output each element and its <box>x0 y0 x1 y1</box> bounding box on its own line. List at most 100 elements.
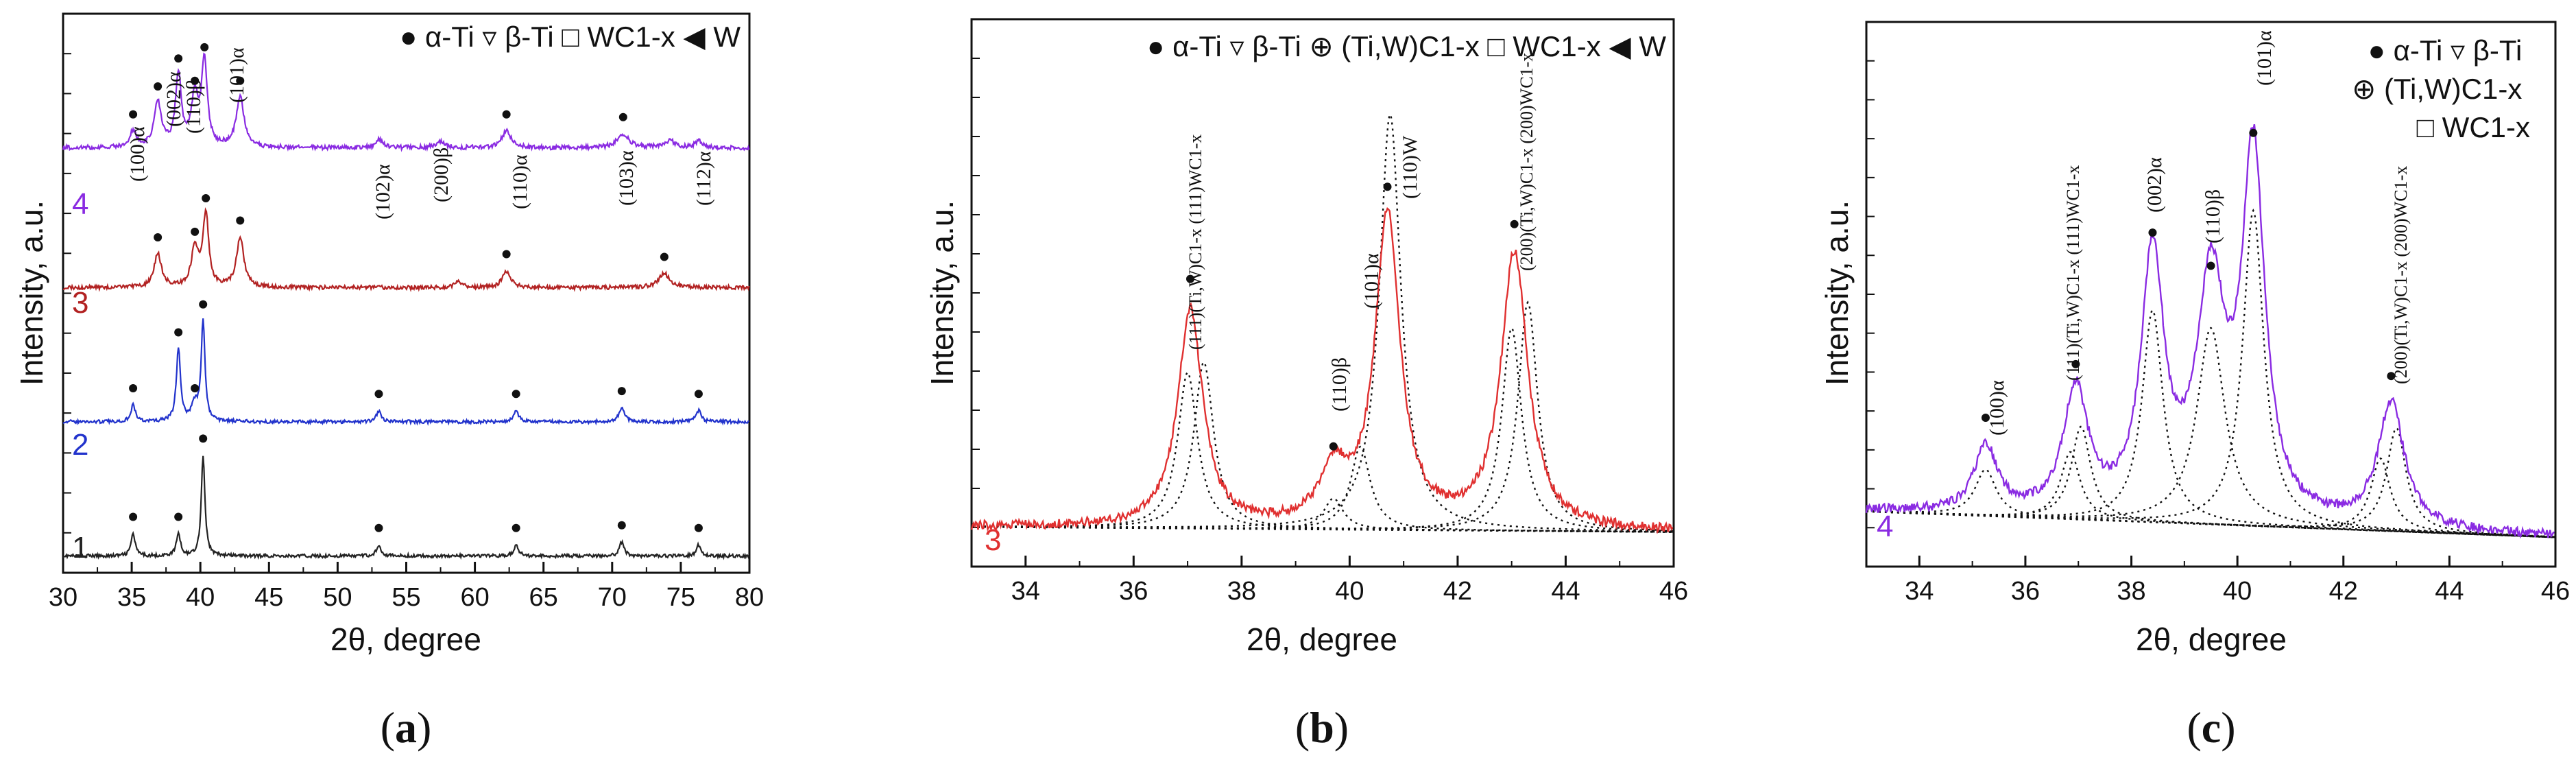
panel-c-series-label-4: 4 <box>1877 510 1893 543</box>
panel-a-x-ticks: 30 35 40 45 50 55 60 65 70 75 80 <box>49 53 764 612</box>
panel-c-annotation-002a: (002)α <box>2143 157 2166 213</box>
panel-a-markers <box>129 43 703 532</box>
panel-a-annotation-200b: (200)β <box>430 147 453 202</box>
panel-a: 30 35 40 45 50 55 60 65 70 75 80 4 3 2 1 ● α-Ti ▿ … <box>14 12 764 752</box>
panel-b-y-axis-title: Intensity, a.u. <box>924 200 960 386</box>
panel-c-annotation-100a: (100)α <box>1986 380 2008 436</box>
panel-c-annotation-101a: (101)α <box>2253 30 2276 86</box>
panel-b-label-letter: b <box>1310 703 1334 752</box>
x-tick-label: 38 <box>1227 577 1256 606</box>
peak-marker <box>236 76 245 85</box>
peak-marker <box>618 112 627 121</box>
x-tick-label: 75 <box>666 583 695 612</box>
panel-b-markers <box>1186 182 1519 451</box>
panel-a-x-axis-title: 2θ, degree <box>330 621 481 657</box>
peak-marker <box>2071 359 2080 368</box>
panel-a-legend: ● α-Ti ▿ β-Ti □ WC1-x ◀ W <box>400 21 741 53</box>
panel-c-label: (c) <box>2187 703 2235 752</box>
x-tick-label: 36 <box>2011 577 2040 606</box>
x-tick-label: 42 <box>1443 577 1472 606</box>
panel-b-x-axis-title: 2θ, degree <box>1247 621 1397 657</box>
panel-a-series-label-2: 2 <box>72 428 88 462</box>
peak-marker <box>202 193 210 202</box>
panel-b: 34 36 38 40 42 44 46 3 ● α-Ti ▿ β-Ti ⊕ (Ti,W)C… <box>924 18 1688 752</box>
panel-b-annotation-110b: (110)β <box>1328 357 1351 412</box>
x-tick-label: 34 <box>1011 577 1040 606</box>
panel-c-y-axis-title: Intensity, a.u. <box>1819 200 1855 386</box>
peak-marker <box>1383 182 1392 191</box>
panel-c-annotation-111: (111)(Ti,W)C1-x (111)WC1-x <box>2063 165 2083 381</box>
panel-a-label-letter: a <box>395 703 417 752</box>
panel-b-series-3-line <box>970 206 1674 534</box>
panel-a-annotation-110b: (110)β <box>182 80 205 134</box>
panel-b-frame <box>970 18 1675 568</box>
panel-b-annotation-111: (111)(Ti,W)C1-x (111)WC1-x <box>1185 134 1205 350</box>
peak-marker <box>2206 261 2215 270</box>
x-tick-label: 34 <box>1905 577 1934 606</box>
fit-component-curve <box>972 114 1673 532</box>
x-tick-label: 46 <box>2541 577 2570 606</box>
panel-c-fit-components <box>1866 209 2556 538</box>
fit-component-curve <box>1866 327 2555 538</box>
fit-baseline <box>971 525 1674 533</box>
x-tick-label: 70 <box>598 583 627 612</box>
peak-marker <box>199 434 208 443</box>
peak-marker <box>617 387 626 396</box>
panel-a-series-label-3: 3 <box>72 286 88 320</box>
fit-baseline <box>1866 510 2556 538</box>
fit-component-curve <box>1866 309 2555 538</box>
panel-a-series-2-line <box>62 318 749 426</box>
panel-b-annotation-200: (200)(Ti,W)C1-x (200)WC1-x <box>1517 53 1537 271</box>
peak-marker <box>2249 128 2258 137</box>
panel-c-label-letter: c <box>2202 703 2221 752</box>
panel-a-label-open: ( <box>381 703 395 752</box>
peak-marker <box>191 384 200 393</box>
x-tick-label: 55 <box>392 583 420 612</box>
fit-component-curve <box>1866 425 2555 538</box>
panel-b-fit-components <box>971 114 1674 533</box>
panel-a-annotation-103a: (103)α <box>615 150 638 206</box>
panel-a-annotation-100a: (100)α <box>126 126 149 182</box>
panel-b-annotation-110w: (110)W <box>1399 135 1421 199</box>
x-tick-label: 36 <box>1119 577 1148 606</box>
panel-c-markers <box>1981 128 2396 422</box>
panel-a-annotation-112a: (112)α <box>693 151 715 206</box>
fit-component-curve <box>971 300 1673 532</box>
x-tick-label: 65 <box>529 583 558 612</box>
peak-marker <box>174 328 183 337</box>
panel-b-x-ticks: 34 36 38 40 42 44 46 <box>972 58 1688 606</box>
x-tick-label: 44 <box>1551 577 1580 606</box>
panel-a-annotation-110a: (110)α <box>509 154 531 209</box>
peak-marker <box>191 76 200 85</box>
x-tick-label: 60 <box>460 583 489 612</box>
x-tick-label: 38 <box>2117 577 2145 606</box>
panel-c-annotation-200: (200)(Ti,W)C1-x (200)WC1-x <box>2391 166 2411 384</box>
peak-marker <box>511 523 520 532</box>
peak-marker <box>174 54 183 63</box>
peak-marker <box>660 252 669 261</box>
panel-b-series <box>970 206 1674 534</box>
panel-b-label-open: ( <box>1295 703 1310 752</box>
panel-c-series-4-line <box>1865 124 2555 539</box>
fit-component-curve <box>1866 209 2555 538</box>
peak-marker <box>694 523 703 532</box>
x-tick-label: 45 <box>254 583 283 612</box>
x-tick-label: 30 <box>49 583 77 612</box>
x-tick-label: 40 <box>186 583 215 612</box>
panel-b-annotation-101a: (101)α <box>1360 253 1383 309</box>
panel-a-annotation-002a: (002)α <box>162 71 185 127</box>
panel-a-annotation-101a: (101)α <box>226 47 248 103</box>
peak-marker <box>617 521 626 530</box>
peak-marker <box>154 82 162 91</box>
panel-a-series-1-line <box>62 455 750 560</box>
fit-component-curve <box>972 445 1673 533</box>
peak-marker <box>199 300 208 309</box>
panel-a-series-label-1: 1 <box>72 531 88 565</box>
peak-marker <box>1981 413 1990 422</box>
peak-marker <box>191 227 200 236</box>
x-tick-label: 42 <box>2329 577 2358 606</box>
panel-a-annotation-102a: (102)α <box>372 164 394 220</box>
fit-component-curve <box>1866 451 2555 538</box>
x-tick-label: 40 <box>1335 577 1364 606</box>
